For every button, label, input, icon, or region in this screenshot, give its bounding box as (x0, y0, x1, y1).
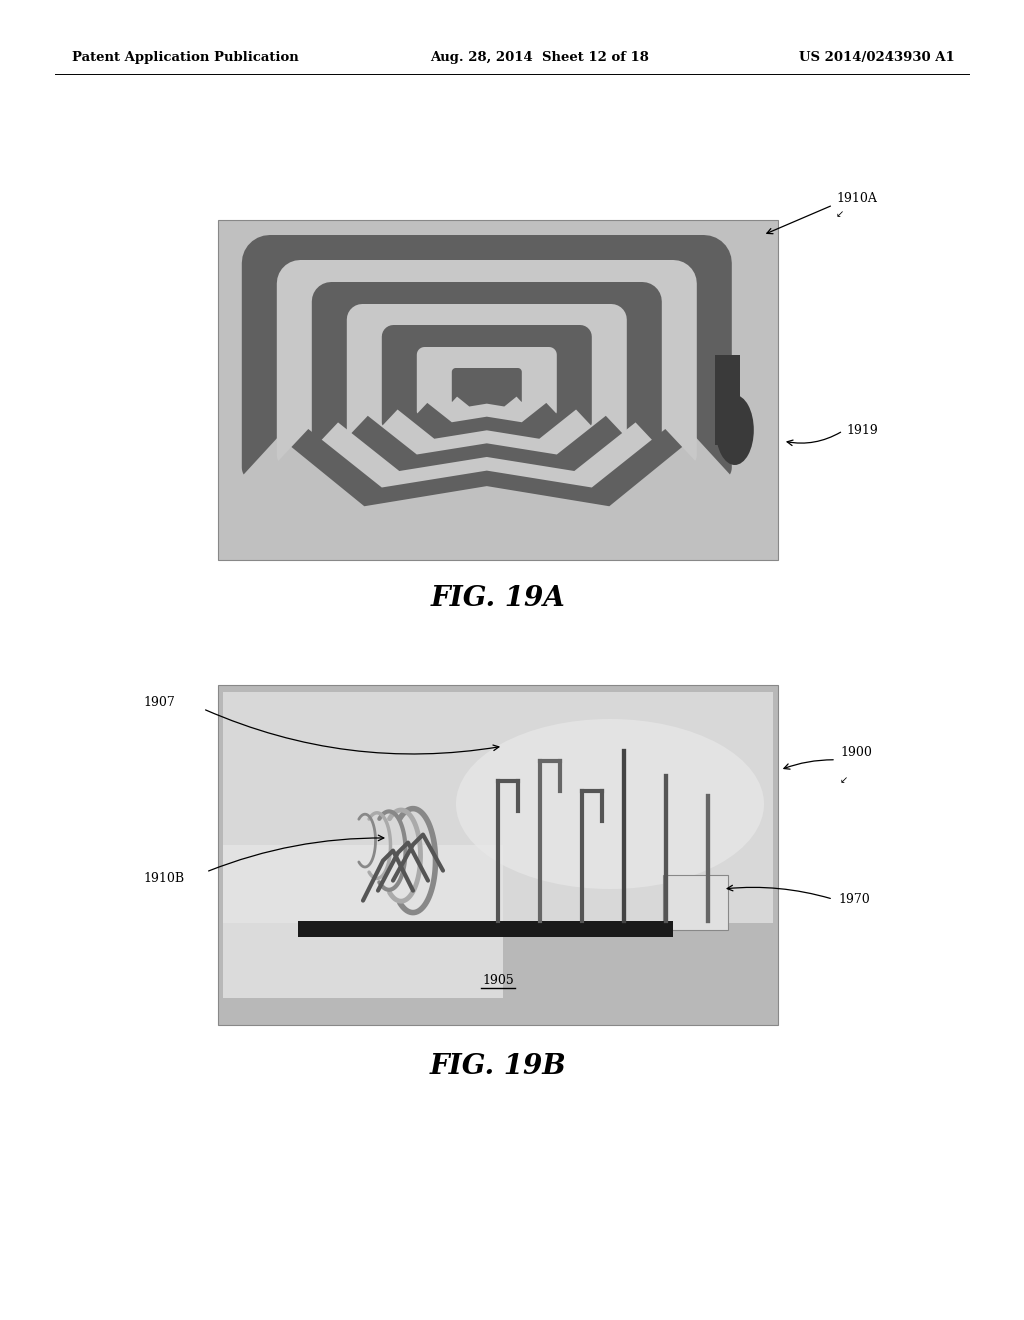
Text: FIG. 19A: FIG. 19A (431, 585, 565, 611)
Text: 1907: 1907 (143, 696, 175, 709)
Text: Aug. 28, 2014  Sheet 12 of 18: Aug. 28, 2014 Sheet 12 of 18 (430, 51, 649, 65)
Polygon shape (276, 260, 696, 487)
Polygon shape (382, 325, 592, 438)
Text: FIG. 19B: FIG. 19B (430, 1053, 566, 1081)
Text: ↙: ↙ (840, 775, 848, 785)
Ellipse shape (456, 719, 764, 888)
Text: US 2014/0243930 A1: US 2014/0243930 A1 (800, 51, 955, 65)
Ellipse shape (716, 395, 754, 465)
Bar (298, 920, 673, 937)
Text: 1900: 1900 (840, 747, 871, 759)
Text: 1970: 1970 (838, 892, 869, 906)
Text: 1910A: 1910A (836, 191, 877, 205)
Polygon shape (347, 304, 627, 454)
Text: Patent Application Publication: Patent Application Publication (72, 51, 299, 65)
Bar (223, 692, 773, 923)
Text: 1905: 1905 (482, 974, 514, 987)
Polygon shape (417, 347, 557, 422)
Bar (218, 685, 778, 1026)
Text: 1910B: 1910B (143, 873, 184, 886)
Text: ↙: ↙ (836, 209, 844, 219)
Polygon shape (242, 235, 732, 507)
Bar (663, 875, 728, 929)
Bar (223, 845, 503, 998)
Bar (715, 355, 739, 445)
Polygon shape (311, 282, 662, 471)
Bar (218, 220, 778, 560)
Text: 1919: 1919 (846, 424, 878, 437)
Polygon shape (452, 368, 522, 407)
